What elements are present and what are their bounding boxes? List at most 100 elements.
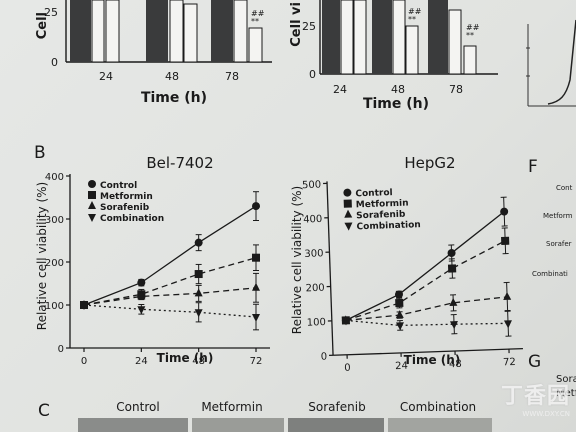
top-right-clipped-panel xyxy=(526,19,576,107)
legend-marker-combination xyxy=(344,222,353,231)
series-lines xyxy=(341,196,512,337)
series-line-combination xyxy=(345,319,509,327)
chart-hepg2: 0 100 200 300 400 500 0 24 48 72 ControlMetforminS… xyxy=(290,154,523,374)
data-point-control xyxy=(447,249,456,258)
top2-bar xyxy=(340,0,354,75)
y-tick-label: 400 xyxy=(303,214,322,226)
micrograph-control xyxy=(78,418,188,432)
data-point-control xyxy=(500,207,509,216)
top1-annotation: ## xyxy=(251,9,265,18)
chart-xlabel: Time (h) xyxy=(404,353,461,367)
legend-marker-metformin xyxy=(343,199,352,208)
top1-ylabel: Cell xyxy=(35,12,50,39)
legend-marker-combination xyxy=(88,214,96,222)
watermark-url: WWW.DXY.CN xyxy=(522,410,570,418)
data-point-control xyxy=(252,202,260,211)
y-axis xyxy=(326,181,334,356)
panel-c-header: Sorafenib xyxy=(308,400,365,414)
top1-ytick-0: 0 xyxy=(51,56,58,69)
micrograph-sorafenib xyxy=(288,418,384,432)
data-point-control xyxy=(394,290,403,299)
y-tick-label: 0 xyxy=(58,344,64,355)
side-f-label: Metform xyxy=(543,212,573,220)
legend-label: Combination xyxy=(100,214,164,224)
x-tick-label: 48 xyxy=(192,356,205,367)
data-point-control xyxy=(194,238,203,247)
x-tick-label: 24 xyxy=(135,356,148,367)
watermark-brand: 丁香园 xyxy=(500,384,570,409)
y-tick-label: 100 xyxy=(45,301,64,312)
top1-bar xyxy=(248,27,263,63)
series-lines xyxy=(80,191,260,331)
data-point-combination xyxy=(137,306,146,315)
data-point-metformin xyxy=(194,270,203,279)
legend-label: Combination xyxy=(356,220,420,232)
micrograph-combination xyxy=(388,418,492,432)
top2-xlabel: Time (h) xyxy=(363,96,429,112)
top1-annotation: ** xyxy=(251,17,259,26)
legend-label: Metformin xyxy=(356,199,409,211)
y-tick-label: 100 xyxy=(307,317,326,329)
data-point-combination xyxy=(449,321,458,330)
series-line-sorafenib xyxy=(83,287,257,306)
top2-xtick: 78 xyxy=(449,83,463,96)
series-line-control xyxy=(83,205,257,306)
chart-title: Bel-7402 xyxy=(146,154,213,172)
top2-bar xyxy=(372,0,392,74)
data-point-combination xyxy=(395,322,404,331)
x-tick-label: 24 xyxy=(395,361,408,372)
panel-c-header: Combination xyxy=(400,400,476,414)
top2-bar xyxy=(353,0,367,75)
top1-xtick: 78 xyxy=(225,70,239,83)
legend-marker-control xyxy=(88,180,96,188)
panel-label-g: G xyxy=(528,352,541,372)
legend-label: Control xyxy=(100,181,137,191)
top1-xtick: 24 xyxy=(99,70,113,83)
legend-label: Control xyxy=(355,188,393,199)
side-f-label: Sorafer xyxy=(546,240,572,248)
series-line-control xyxy=(345,211,505,321)
data-point-metformin xyxy=(252,253,260,262)
legend-marker-control xyxy=(343,188,352,197)
chart-ylabel: Relative cell viability (%) xyxy=(290,186,304,334)
top2-bar xyxy=(392,0,406,75)
data-point-combination xyxy=(194,309,203,318)
side-f-label: Cont xyxy=(556,184,573,192)
top2-ytick-0: 0 xyxy=(309,68,316,81)
top1-bar xyxy=(91,0,105,63)
top2-bar xyxy=(405,25,419,75)
top-bar-chart-1: Cell 25 0 ## ** 24 48 78 Time (h) xyxy=(35,0,272,106)
x-tick-label: 48 xyxy=(449,359,462,370)
side-panel-f: Cont Metform Sorafer Combinati xyxy=(532,184,573,278)
side-panel-g: Sora Metf xyxy=(556,374,576,399)
data-point-combination xyxy=(341,317,350,326)
series-line-metformin xyxy=(345,240,506,322)
data-point-sorafenib xyxy=(503,291,512,301)
top2-ylabel: Cell vi xyxy=(289,2,304,47)
data-point-control xyxy=(137,278,146,287)
top1-bar xyxy=(70,0,91,62)
x-tick-label: 72 xyxy=(250,356,263,367)
y-tick-label: 200 xyxy=(45,258,64,269)
top1-xlabel: Time (h) xyxy=(141,90,207,106)
top1-bar xyxy=(211,0,233,62)
panel-c: Control Metformin Sorafenib Combination xyxy=(78,400,492,432)
top2-annotation: ** xyxy=(466,31,474,40)
series-line-sorafenib xyxy=(345,296,508,322)
data-point-combination xyxy=(252,314,260,323)
top1-bar xyxy=(146,0,168,62)
series-line-combination xyxy=(83,304,257,318)
top1-bar xyxy=(105,0,120,63)
chart-bel-7402: 0 100 200 300 400 0 24 48 72 ControlMetforminSora… xyxy=(35,154,270,367)
y-tick-label: 300 xyxy=(45,215,64,226)
side-g-label: Sora xyxy=(556,374,576,385)
y-tick-label: 400 xyxy=(45,172,64,183)
top2-bar xyxy=(463,45,477,75)
top1-bar xyxy=(183,3,198,63)
y-ticks: 0 100 200 300 400 xyxy=(45,172,70,355)
top2-xtick: 24 xyxy=(333,83,347,96)
top1-xtick: 48 xyxy=(165,70,179,83)
top-bar-chart-2: Cell vi 25 0 ## ** ## ** 24 48 78 Time (… xyxy=(289,0,498,112)
